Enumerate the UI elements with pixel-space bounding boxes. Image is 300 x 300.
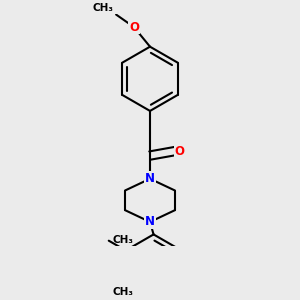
- Text: O: O: [174, 145, 184, 158]
- Text: N: N: [145, 215, 155, 228]
- Text: O: O: [129, 21, 139, 34]
- Text: CH₃: CH₃: [112, 287, 133, 297]
- Text: CH₃: CH₃: [92, 3, 113, 13]
- Text: CH₃: CH₃: [112, 235, 133, 245]
- Text: N: N: [145, 172, 155, 185]
